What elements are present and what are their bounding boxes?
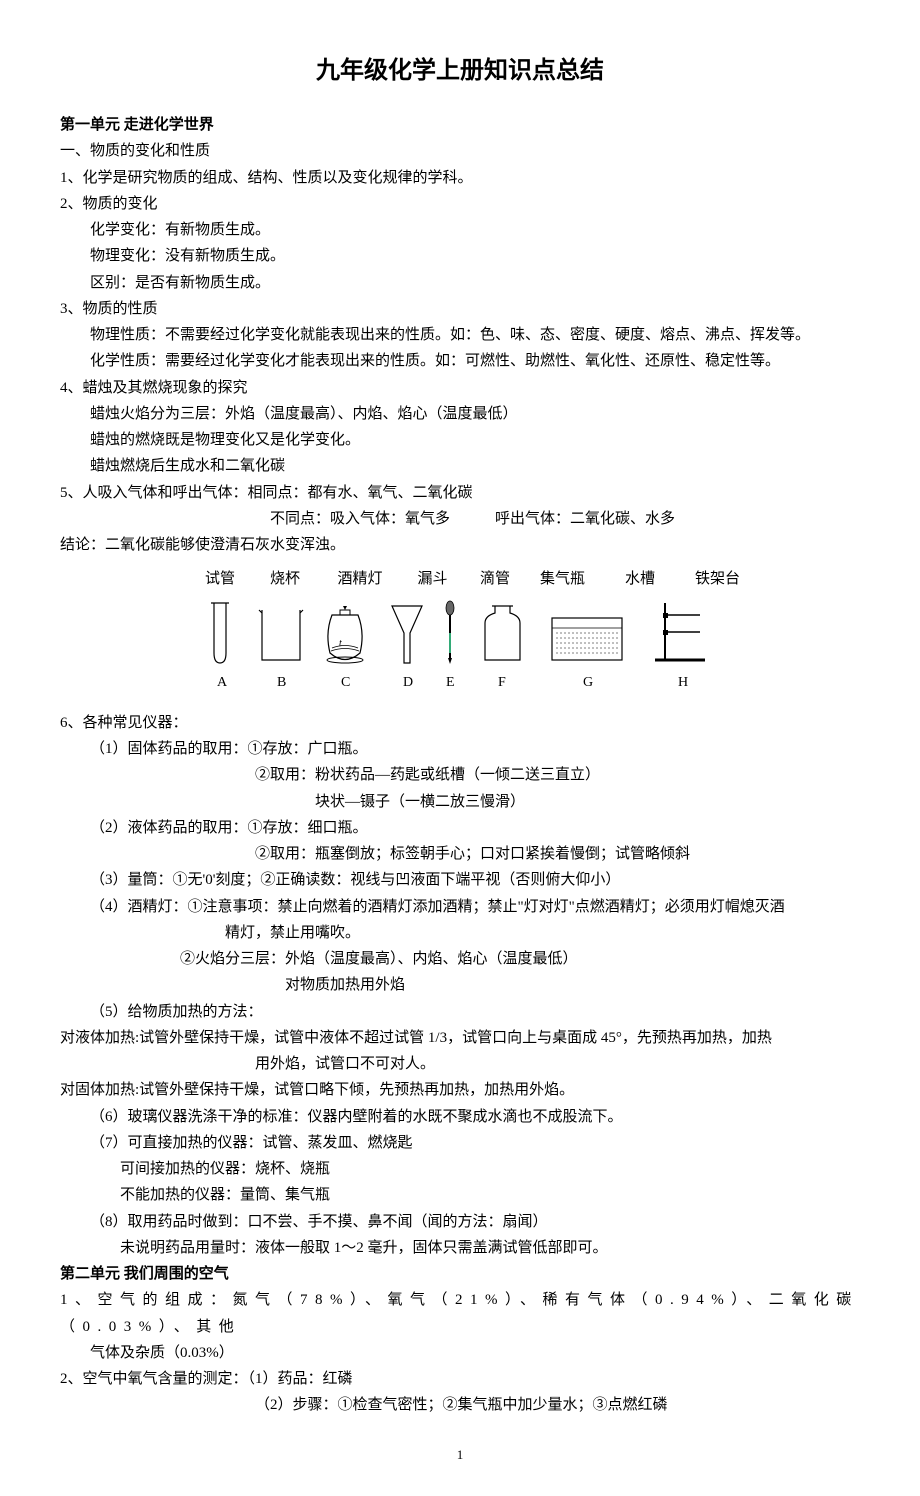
diagram-letter: G <box>583 675 593 690</box>
beaker-icon <box>259 610 303 660</box>
gas-bottle-icon <box>485 606 520 660</box>
diagram-top-labels: 试管 烧杯 酒精灯 漏斗 滴管 集气瓶 水槽 铁架台 <box>60 566 860 592</box>
body-text: （4）酒精灯：①注意事项：禁止向燃着的酒精灯添加酒精；禁止"灯对灯"点燃酒精灯；… <box>60 894 860 920</box>
diagram-label: 试管 <box>200 566 240 592</box>
diagram-letter: B <box>277 675 286 690</box>
apparatus-svg: t <box>200 598 740 693</box>
diagram-letter: D <box>403 675 413 690</box>
body-text-span: 呼出气体：二氧化碳、水多 <box>495 511 675 527</box>
body-text: 4、蜡烛及其燃烧现象的探究 <box>60 375 860 401</box>
body-text: 可间接加热的仪器：烧杯、烧瓶 <box>60 1156 860 1182</box>
body-text: ②取用：粉状药品—药匙或纸槽（一倾二送三直立） <box>60 762 860 788</box>
body-text: （5）给物质加热的方法： <box>60 999 860 1025</box>
body-text: 结论：二氧化碳能够使澄清石灰水变浑浊。 <box>60 532 860 558</box>
body-text: 物理性质：不需要经过化学变化就能表现出来的性质。如：色、味、态、密度、硬度、熔点… <box>60 322 860 348</box>
svg-text:t: t <box>339 638 342 649</box>
body-text: 用外焰，试管口不可对人。 <box>60 1051 860 1077</box>
funnel-icon <box>392 606 422 663</box>
body-text: 蜡烛火焰分为三层：外焰（温度最高）、内焰、焰心（温度最低） <box>60 401 860 427</box>
unit2-heading: 第二单元 我们周围的空气 <box>60 1261 860 1287</box>
diagram-label: 水槽 <box>610 566 670 592</box>
body-text: 1、空气的组成：氮气（78%）、氧气（21%）、稀有气体（0.94%）、二氧化碳… <box>60 1287 860 1340</box>
body-text: 对液体加热:试管外壁保持干燥，试管中液体不超过试管 1/3，试管口向上与桌面成 … <box>60 1025 860 1051</box>
body-text: 对物质加热用外焰 <box>60 972 860 998</box>
diagram-label: 酒精灯 <box>330 566 390 592</box>
section-heading: 一、物质的变化和性质 <box>60 138 860 164</box>
diagram-letter: E <box>446 675 455 690</box>
body-text: 块状—镊子（一横二放三慢滑） <box>60 789 860 815</box>
body-text: （7）可直接加热的仪器：试管、蒸发皿、燃烧匙 <box>60 1130 860 1156</box>
body-text: （2）液体药品的取用：①存放：细口瓶。 <box>60 815 860 841</box>
body-text: 2、物质的变化 <box>60 191 860 217</box>
diagram-label: 集气瓶 <box>535 566 590 592</box>
body-text: 气体及杂质（0.03%） <box>60 1340 860 1366</box>
body-text: ②火焰分三层：外焰（温度最高）、内焰、焰心（温度最低） <box>60 946 860 972</box>
diagram-label: 滴管 <box>475 566 515 592</box>
body-text: 不能加热的仪器：量筒、集气瓶 <box>60 1182 860 1208</box>
body-text: 对固体加热:试管外壁保持干燥，试管口略下倾，先预热再加热，加热用外焰。 <box>60 1077 860 1103</box>
iron-stand-icon <box>655 603 705 660</box>
body-text: 6、各种常见仪器： <box>60 710 860 736</box>
diagram-letter: A <box>217 675 228 690</box>
body-text: 化学变化：有新物质生成。 <box>60 217 860 243</box>
body-text-span: 不同点：吸入气体：氧气多 <box>60 511 450 527</box>
body-text: 物理变化：没有新物质生成。 <box>60 243 860 269</box>
body-text: （1）固体药品的取用：①存放：广口瓶。 <box>60 736 860 762</box>
body-text: 区别：是否有新物质生成。 <box>60 270 860 296</box>
test-tube-icon <box>211 603 229 663</box>
body-text: 3、物质的性质 <box>60 296 860 322</box>
body-text: （3）量筒：①无'0'刻度；②正确读数：视线与凹液面下端平视（否则俯大仰小） <box>60 867 860 893</box>
diagram-label: 漏斗 <box>410 566 455 592</box>
alcohol-lamp-icon: t <box>327 606 363 663</box>
body-text: 蜡烛燃烧后生成水和二氧化碳 <box>60 453 860 479</box>
diagram-label: 烧杯 <box>260 566 310 592</box>
apparatus-diagram: 试管 烧杯 酒精灯 漏斗 滴管 集气瓶 水槽 铁架台 <box>60 566 860 702</box>
diagram-letter: H <box>678 675 688 690</box>
diagram-letter: C <box>341 675 350 690</box>
body-text: 不同点：吸入气体：氧气多 呼出气体：二氧化碳、水多 <box>60 506 860 532</box>
water-trough-icon <box>552 618 622 660</box>
page-title: 九年级化学上册知识点总结 <box>60 50 860 92</box>
diagram-letter: F <box>498 675 506 690</box>
page-number: 1 <box>60 1444 860 1467</box>
body-text: 蜡烛的燃烧既是物理变化又是化学变化。 <box>60 427 860 453</box>
body-text: 化学性质：需要经过化学变化才能表现出来的性质。如：可燃性、助燃性、氧化性、还原性… <box>60 348 860 374</box>
body-text: 2、空气中氧气含量的测定：（1）药品：红磷 <box>60 1366 860 1392</box>
body-text: （2）步骤：①检查气密性；②集气瓶中加少量水；③点燃红磷 <box>60 1392 860 1418</box>
unit1-heading: 第一单元 走进化学世界 <box>60 112 860 138</box>
body-text: 未说明药品用量时：液体一般取 1～2 毫升，固体只需盖满试管低部即可。 <box>60 1235 860 1261</box>
diagram-label: 铁架台 <box>690 566 745 592</box>
body-text: 1、化学是研究物质的组成、结构、性质以及变化规律的学科。 <box>60 165 860 191</box>
dropper-icon <box>446 601 454 664</box>
body-text: ②取用：瓶塞倒放；标签朝手心；口对口紧挨着慢倒；试管略倾斜 <box>60 841 860 867</box>
body-text: （8）取用药品时做到：口不尝、手不摸、鼻不闻（闻的方法：扇闻） <box>60 1209 860 1235</box>
body-text: 5、人吸入气体和呼出气体：相同点：都有水、氧气、二氧化碳 <box>60 480 860 506</box>
body-text: （6）玻璃仪器洗涤干净的标准：仪器内壁附着的水既不聚成水滴也不成股流下。 <box>60 1104 860 1130</box>
diagram-svg-wrap: t <box>60 598 860 702</box>
body-text: 精灯，禁止用嘴吹。 <box>60 920 860 946</box>
